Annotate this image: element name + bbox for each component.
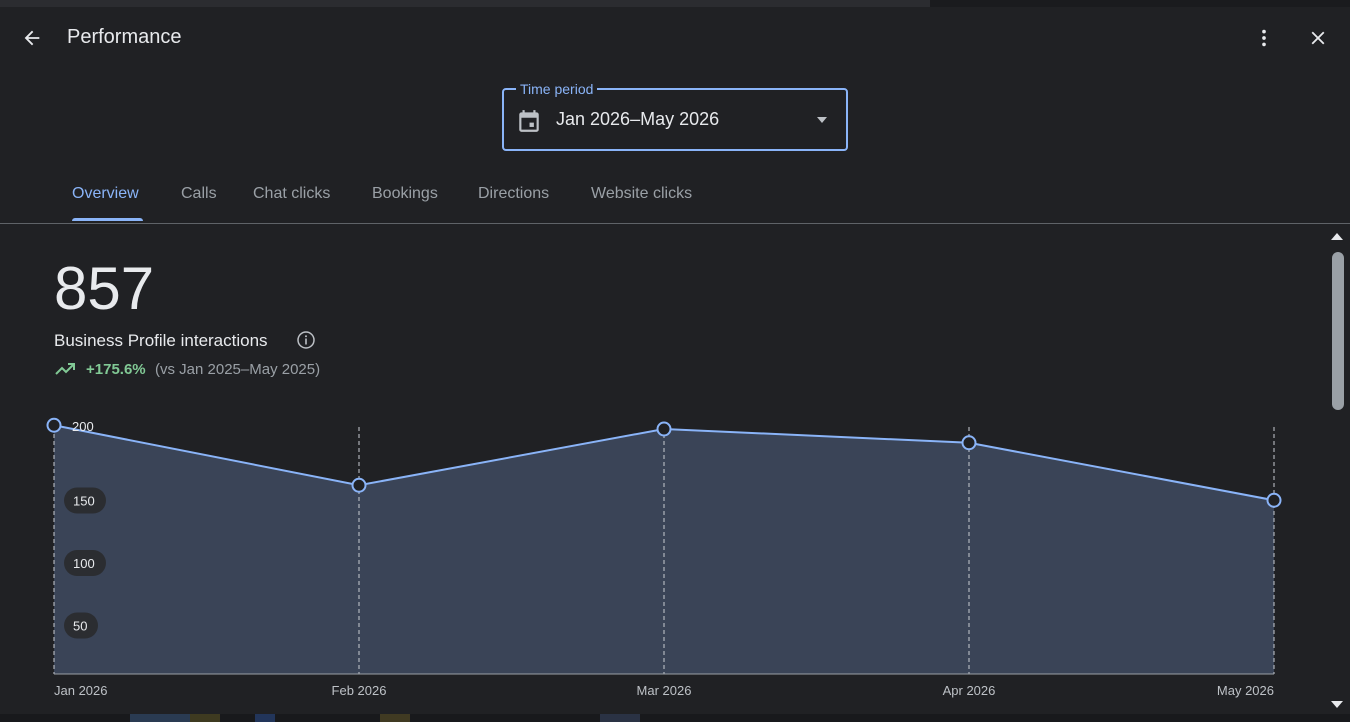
bottom-edge-strip bbox=[0, 714, 1350, 722]
metric-label: Business Profile interactions bbox=[54, 331, 268, 350]
header: Performance bbox=[0, 7, 1350, 69]
y-tick-pill-1 bbox=[64, 487, 106, 514]
time-period-value: Jan 2026–May 2026 bbox=[556, 109, 720, 129]
active-tab-indicator bbox=[72, 218, 143, 221]
y-tick-pill-3 bbox=[64, 612, 98, 639]
y-tick-label-2: 100 bbox=[73, 556, 95, 571]
tab-directions[interactable]: Directions bbox=[478, 185, 550, 202]
tab-calls[interactable]: Calls bbox=[181, 185, 217, 202]
scroll-down-icon[interactable] bbox=[1330, 700, 1344, 710]
tab-bookings[interactable]: Bookings bbox=[372, 185, 438, 202]
data-point-2 bbox=[656, 421, 672, 437]
data-point-1 bbox=[351, 477, 367, 493]
more-vert-icon bbox=[1262, 29, 1266, 47]
interactions-chart: 200 150 100 50 Jan 2026 Feb 2026 Mar 2026 Apr 2… bbox=[46, 417, 1282, 698]
page-title: Performance bbox=[67, 26, 182, 48]
info-icon[interactable] bbox=[296, 330, 316, 350]
x-tick-label-0: Jan 2026 bbox=[54, 683, 108, 698]
calendar-icon bbox=[519, 110, 539, 132]
close-icon bbox=[1311, 31, 1325, 45]
tab-overview[interactable]: Overview bbox=[72, 185, 139, 202]
close-button[interactable] bbox=[1300, 20, 1336, 56]
y-tick-label-1: 150 bbox=[73, 494, 95, 509]
data-point-0 bbox=[46, 417, 62, 433]
x-tick-label-2: Mar 2026 bbox=[637, 683, 692, 698]
data-point-4 bbox=[1266, 492, 1282, 508]
tab-website-clicks[interactable]: Website clicks bbox=[591, 185, 693, 202]
x-tick-label-1: Feb 2026 bbox=[332, 683, 387, 698]
total-interactions: 857 bbox=[54, 255, 155, 322]
dropdown-arrow-icon bbox=[817, 117, 827, 123]
scroll-up-icon[interactable] bbox=[1330, 231, 1344, 241]
data-point-3 bbox=[961, 435, 977, 451]
y-tick-pill-2 bbox=[64, 550, 106, 576]
tab-bar: Overview Calls Chat clicks Bookings Dire… bbox=[0, 170, 1350, 224]
trending-up-icon bbox=[55, 363, 75, 375]
y-tick-label-3: 50 bbox=[73, 619, 87, 634]
tab-chat-clicks[interactable]: Chat clicks bbox=[253, 185, 331, 202]
scrollbar-thumb[interactable] bbox=[1332, 252, 1344, 410]
x-tick-label-4: May 2026 bbox=[1217, 683, 1274, 698]
back-button[interactable] bbox=[14, 20, 50, 56]
time-period-label: Time period bbox=[516, 80, 598, 98]
change-percent: +175.6% bbox=[86, 361, 146, 378]
overview-panel: 200 150 100 50 Jan 2026 Feb 2026 Mar 2026 Apr 2… bbox=[0, 224, 1328, 714]
x-tick-label-3: Apr 2026 bbox=[943, 683, 996, 698]
time-period-select[interactable]: Time period Jan 2026–May 2026 bbox=[502, 80, 848, 151]
comparison-period: (vs Jan 2025–May 2025) bbox=[155, 361, 321, 378]
arrow-left-icon bbox=[24, 30, 40, 46]
more-options-button[interactable] bbox=[1246, 20, 1282, 56]
top-edge-strip bbox=[0, 0, 1350, 7]
y-tick-label-0: 200 bbox=[72, 419, 94, 434]
